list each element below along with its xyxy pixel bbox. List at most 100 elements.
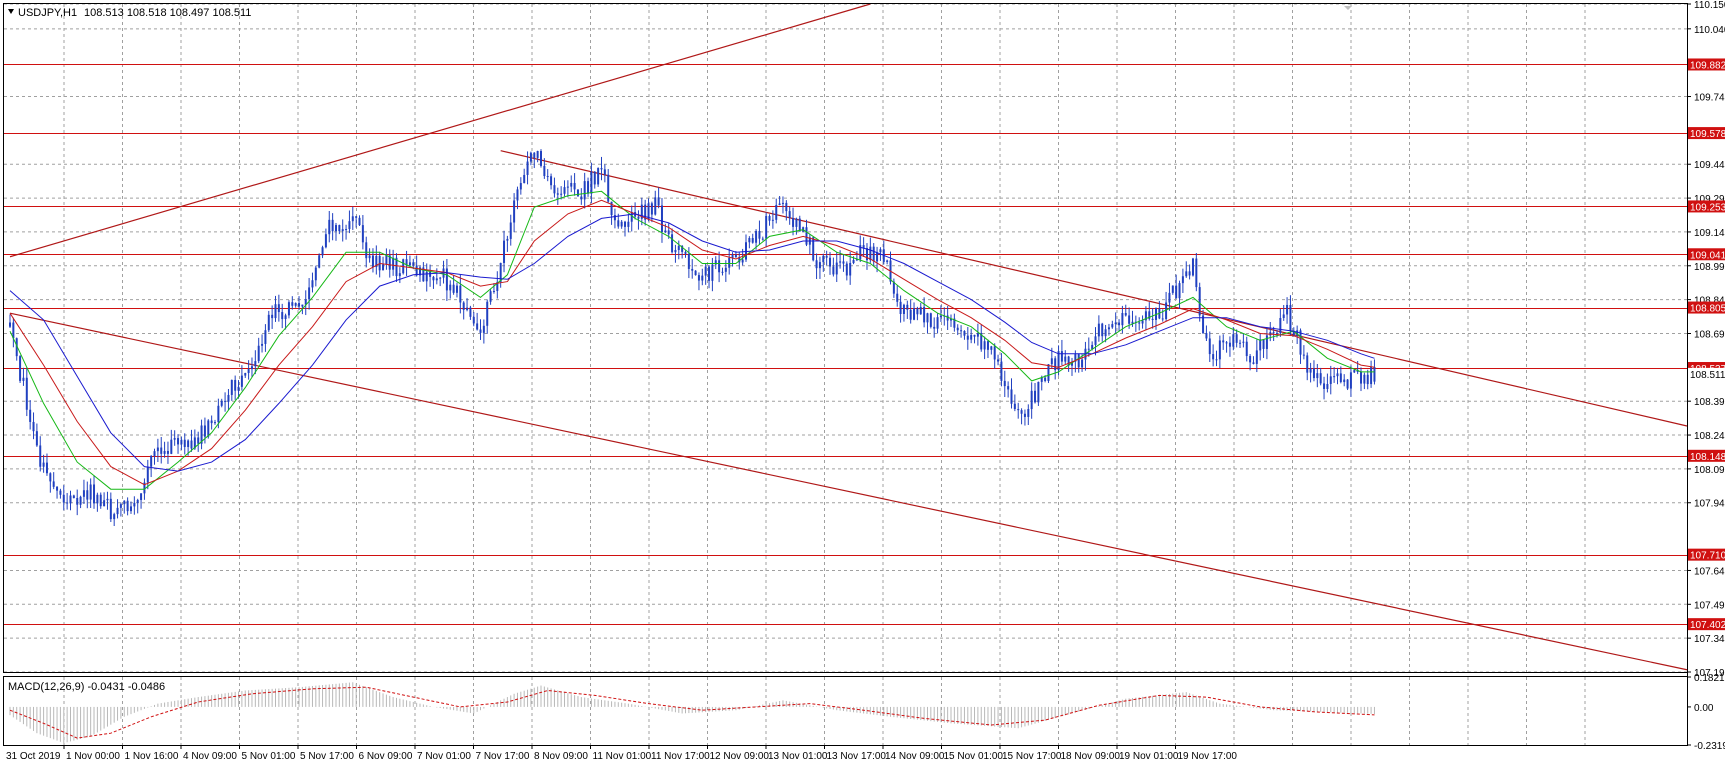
candle-body xyxy=(563,187,566,194)
candle-body xyxy=(798,218,801,232)
symbol-label: USDJPY,H1 xyxy=(18,7,77,19)
candle-body xyxy=(714,260,717,265)
candle-body xyxy=(644,204,647,220)
candle-body xyxy=(842,261,845,264)
candle-body xyxy=(49,473,52,482)
candle-body xyxy=(429,271,432,277)
candle-body xyxy=(748,238,751,243)
candle-body xyxy=(1148,311,1151,319)
candle-body xyxy=(257,345,260,362)
candle-body xyxy=(1168,292,1171,303)
candle-body xyxy=(190,440,193,449)
candle-body xyxy=(1343,379,1346,383)
candle-body xyxy=(1312,368,1315,379)
candle-body xyxy=(1091,344,1094,350)
candle-body xyxy=(751,238,754,243)
candle-body xyxy=(906,304,909,310)
candle-body xyxy=(684,251,687,254)
candle-body xyxy=(408,262,411,266)
candle-body xyxy=(187,440,190,447)
shift-marker-icon[interactable] xyxy=(1344,6,1352,10)
candle-body xyxy=(812,237,815,261)
candle-body xyxy=(294,303,297,306)
candle-body xyxy=(556,193,559,195)
candle-body xyxy=(210,420,213,424)
candle-body xyxy=(1067,356,1070,366)
candle-body xyxy=(247,369,250,374)
level-price-tag xyxy=(1688,548,1725,561)
candle-body xyxy=(298,303,301,307)
level-price-tag xyxy=(1688,200,1725,213)
candle-body xyxy=(1289,304,1292,331)
candle-body xyxy=(1232,334,1235,347)
candle-body xyxy=(523,174,526,184)
candle-body xyxy=(1165,302,1168,320)
trend-lines xyxy=(9,3,1688,671)
candle-body xyxy=(113,514,116,520)
candle-body xyxy=(1198,287,1201,316)
dropdown-triangle-icon[interactable] xyxy=(8,9,14,14)
candle-body xyxy=(22,377,25,381)
candle-body xyxy=(214,422,217,424)
candle-body xyxy=(318,255,321,268)
candle-body xyxy=(1111,324,1114,328)
candle-body xyxy=(553,185,556,194)
candle-body xyxy=(825,255,828,258)
candle-body xyxy=(677,245,680,251)
candle-body xyxy=(1259,339,1262,351)
candle-body xyxy=(916,308,919,315)
candle-body xyxy=(1363,374,1366,384)
candle-body xyxy=(855,259,858,261)
candle-body xyxy=(1017,409,1020,411)
candle-body xyxy=(1252,362,1255,364)
candle-body xyxy=(946,315,949,321)
candle-body xyxy=(1188,271,1191,276)
candle-body xyxy=(392,257,395,270)
candle-body xyxy=(865,248,868,261)
candle-body xyxy=(331,219,334,232)
candle-body xyxy=(993,346,996,360)
candle-body xyxy=(923,306,926,323)
time-axis-label: 1 Nov 16:00 xyxy=(125,751,179,762)
candle-body xyxy=(1255,350,1258,364)
time-axis-label: 5 Nov 17:00 xyxy=(300,751,354,762)
level-price-tag-label: 108.148 xyxy=(1690,452,1725,463)
candle-body xyxy=(509,222,512,239)
trend-line xyxy=(9,312,1688,671)
time-axis-label: 12 Nov 09:00 xyxy=(710,751,770,762)
candle-body xyxy=(603,169,606,175)
candle-body xyxy=(573,182,576,190)
candle-body xyxy=(835,262,838,275)
candle-body xyxy=(1286,304,1289,315)
candle-body xyxy=(1000,361,1003,381)
candle-body xyxy=(728,257,731,268)
candle-body xyxy=(109,498,112,520)
candle-body xyxy=(1107,327,1110,330)
candle-body xyxy=(681,245,684,252)
candle-body xyxy=(355,216,358,218)
level-price-tag-label: 109.882 xyxy=(1690,60,1725,71)
candle-body xyxy=(419,267,422,276)
candle-body xyxy=(724,267,727,272)
price-axis-label: 110.040 xyxy=(1694,25,1725,36)
candle-body xyxy=(452,284,455,293)
candle-body xyxy=(630,212,633,222)
price-axis-label: 109.140 xyxy=(1694,228,1725,239)
candle-body xyxy=(526,161,529,175)
price-axis-label: 109.440 xyxy=(1694,160,1725,171)
candle-body xyxy=(1161,318,1164,320)
candle-body xyxy=(919,306,922,315)
candle-body xyxy=(765,216,768,239)
candle-body xyxy=(1094,336,1097,345)
candle-body xyxy=(785,202,788,212)
time-axis-label: 18 Nov 09:00 xyxy=(1061,751,1121,762)
candle-body xyxy=(654,197,657,215)
candle-body xyxy=(694,270,697,276)
candle-body xyxy=(986,341,989,350)
candle-body xyxy=(385,255,388,265)
candle-body xyxy=(597,168,600,185)
time-axis-label: 15 Nov 17:00 xyxy=(1002,751,1062,762)
time-axis-label: 19 Nov 01:00 xyxy=(1119,751,1179,762)
